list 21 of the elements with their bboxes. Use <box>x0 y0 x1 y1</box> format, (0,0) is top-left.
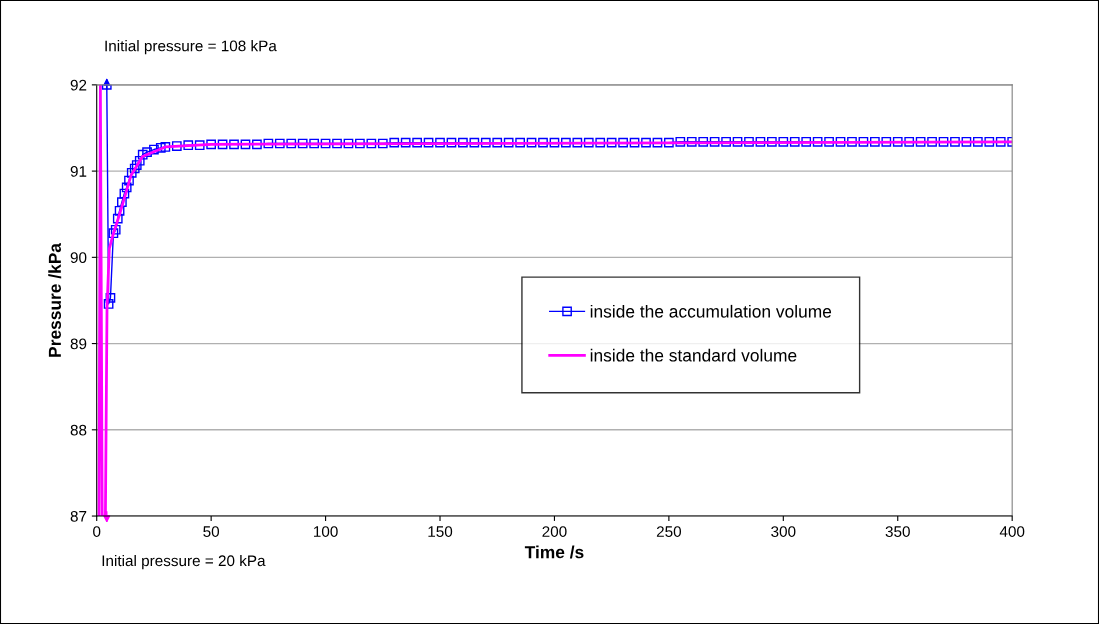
x-axis-title: Time /s <box>524 545 584 559</box>
y-axis-title: Pressure /kPa <box>48 242 62 357</box>
x-tick-label: 50 <box>203 526 220 537</box>
x-tick-label: 350 <box>885 526 910 537</box>
x-tick-label: 400 <box>999 526 1025 537</box>
annotation: Initial pressure = 20 kPa <box>102 554 266 570</box>
y-tick-label: 89 <box>70 338 87 350</box>
annotation: Initial pressure = 108 kPa <box>105 40 277 55</box>
y-tick-label: 92 <box>70 79 87 91</box>
x-tick-label: 300 <box>771 526 796 537</box>
x-tick-label: 200 <box>542 526 567 537</box>
x-tick-label: 250 <box>656 526 682 537</box>
x-tick-label: 100 <box>314 526 338 537</box>
legend-label: inside the standard volume <box>590 348 797 362</box>
y-tick-label: 88 <box>70 424 87 436</box>
x-tick-label: 150 <box>428 526 453 537</box>
x-tick-label: 0 <box>93 526 101 537</box>
legend-label: inside the accumulation volume <box>590 304 832 318</box>
y-tick-label: 90 <box>70 252 87 264</box>
y-tick-label: 87 <box>70 510 87 522</box>
y-tick-label: 91 <box>70 165 87 177</box>
